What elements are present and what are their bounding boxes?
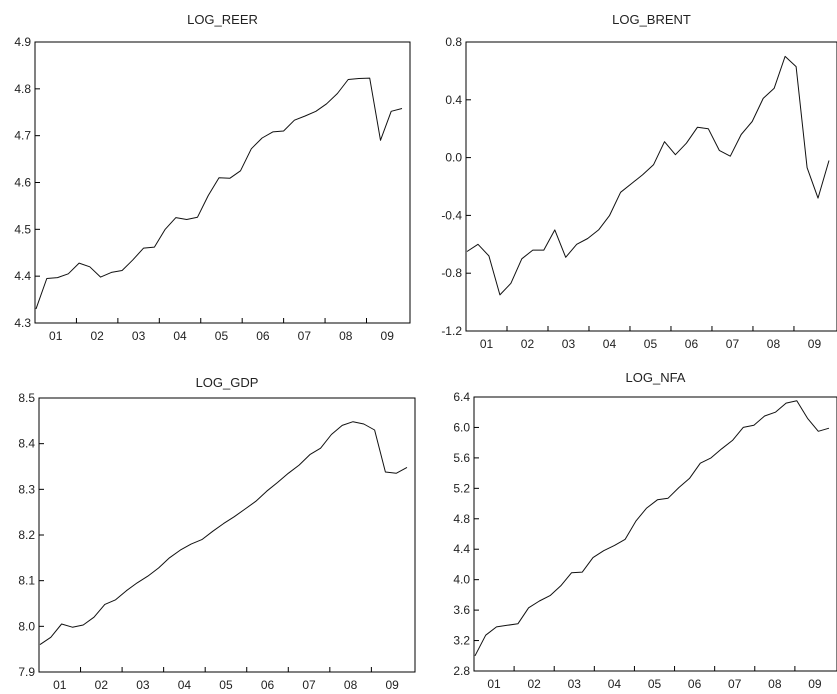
y-tick-label: 4.8: [453, 512, 470, 526]
chart-panel-gdp: LOG_GDP 7.9 8.0 8.1 8.2 8.3 8.4 8.5 01 02 03 04 05 06…: [18, 375, 416, 692]
x-tick-label: 05: [219, 678, 233, 692]
x-tick-label: 09: [808, 677, 822, 691]
y-tick-label: 4.8: [14, 82, 31, 96]
y-tick-label: -0.4: [441, 208, 462, 222]
y-tick-label: 0.8: [445, 35, 462, 49]
x-tick-label: 02: [90, 329, 104, 343]
x-tick-label: 02: [521, 337, 535, 351]
chart-title: LOG_BRENT: [612, 12, 691, 27]
y-tick-label: 6.4: [453, 390, 470, 404]
y-tick-label: 4.4: [453, 542, 470, 556]
x-tick-label: 06: [256, 329, 270, 343]
y-tick-label: 4.0: [453, 573, 470, 587]
plot-frame: [473, 396, 837, 672]
x-tick-label: 09: [385, 678, 399, 692]
y-tick-label: 4.4: [14, 269, 31, 283]
y-tick-label: 3.2: [453, 634, 470, 648]
y-tick-label: 7.9: [18, 665, 35, 679]
series-line-brent: [466, 55, 830, 296]
x-tick-label: 04: [603, 337, 617, 351]
y-tick-label: 8.1: [18, 574, 35, 588]
y-tick-label: 5.2: [453, 481, 470, 495]
chart-title: LOG_REER: [187, 12, 258, 27]
y-tick-label: 4.3: [14, 316, 31, 330]
y-tick-label: 0.4: [445, 93, 462, 107]
chart-title: LOG_NFA: [626, 370, 686, 385]
x-tick-label: 08: [339, 329, 353, 343]
x-tick-label: 02: [95, 678, 109, 692]
y-tick-label: 5.6: [453, 451, 470, 465]
chart-panel-brent: LOG_BRENT -1.2 -0.8 -0.4 0.0 0.4 0.8 01 02 03 04 05…: [441, 12, 837, 351]
x-tick-label: 04: [608, 677, 622, 691]
y-tick-label: 8.5: [18, 391, 35, 405]
y-tick-label: 8.0: [18, 619, 35, 633]
y-tick-label: 4.9: [14, 35, 31, 49]
y-tick-label: -0.8: [441, 266, 462, 280]
x-tick-label: 01: [480, 337, 494, 351]
chart-title: LOG_GDP: [196, 375, 259, 390]
y-tick-label: 8.2: [18, 528, 35, 542]
y-tick-label: 2.8: [453, 664, 470, 678]
chart-panel-reer: LOG_REER 4.3 4.4 4.5 4.6 4.7 4.8 4.9 01 02 03 04 05 0…: [14, 12, 411, 343]
x-tick-label: 01: [487, 677, 501, 691]
x-tick-label: 05: [215, 329, 229, 343]
series-line-gdp: [39, 421, 408, 646]
y-tick-label: 6.0: [453, 420, 470, 434]
x-tick-label: 01: [53, 678, 67, 692]
y-tick-label: 3.6: [453, 603, 470, 617]
x-tick-label: 06: [685, 337, 699, 351]
series-line-nfa: [474, 400, 830, 657]
x-tick-label: 03: [132, 329, 146, 343]
plot-frame: [34, 41, 411, 324]
x-tick-label: 01: [49, 329, 63, 343]
y-tick-label: 8.4: [18, 437, 35, 451]
x-tick-label: 02: [527, 677, 541, 691]
y-tick-label: 8.3: [18, 482, 35, 496]
x-tick-label: 08: [767, 337, 781, 351]
x-tick-label: 07: [728, 677, 742, 691]
x-tick-label: 06: [261, 678, 275, 692]
y-tick-label: -1.2: [441, 324, 462, 338]
x-tick-label: 09: [381, 329, 395, 343]
plot-frame: [38, 397, 416, 673]
y-tick-label: 4.6: [14, 176, 31, 190]
y-tick-label: 4.5: [14, 222, 31, 236]
chart-panel-nfa: LOG_NFA 2.8 3.2 3.6 4.0 4.4 4.8 5.2 5.6 6.0 6.4 01 0…: [453, 370, 837, 691]
x-tick-label: 09: [808, 337, 822, 351]
x-tick-label: 06: [688, 677, 702, 691]
series-line-reer: [35, 77, 403, 310]
x-tick-label: 04: [178, 678, 192, 692]
x-tick-label: 03: [562, 337, 576, 351]
x-tick-label: 04: [173, 329, 187, 343]
y-tick-label: 0.0: [445, 151, 462, 165]
x-tick-label: 03: [568, 677, 582, 691]
x-tick-label: 07: [302, 678, 316, 692]
x-tick-label: 07: [298, 329, 312, 343]
x-tick-label: 08: [344, 678, 358, 692]
x-tick-label: 03: [136, 678, 150, 692]
x-tick-label: 05: [644, 337, 658, 351]
plot-frame: [465, 41, 837, 332]
x-tick-label: 08: [768, 677, 782, 691]
y-tick-label: 4.7: [14, 129, 31, 143]
x-tick-label: 05: [648, 677, 662, 691]
x-tick-label: 07: [726, 337, 740, 351]
